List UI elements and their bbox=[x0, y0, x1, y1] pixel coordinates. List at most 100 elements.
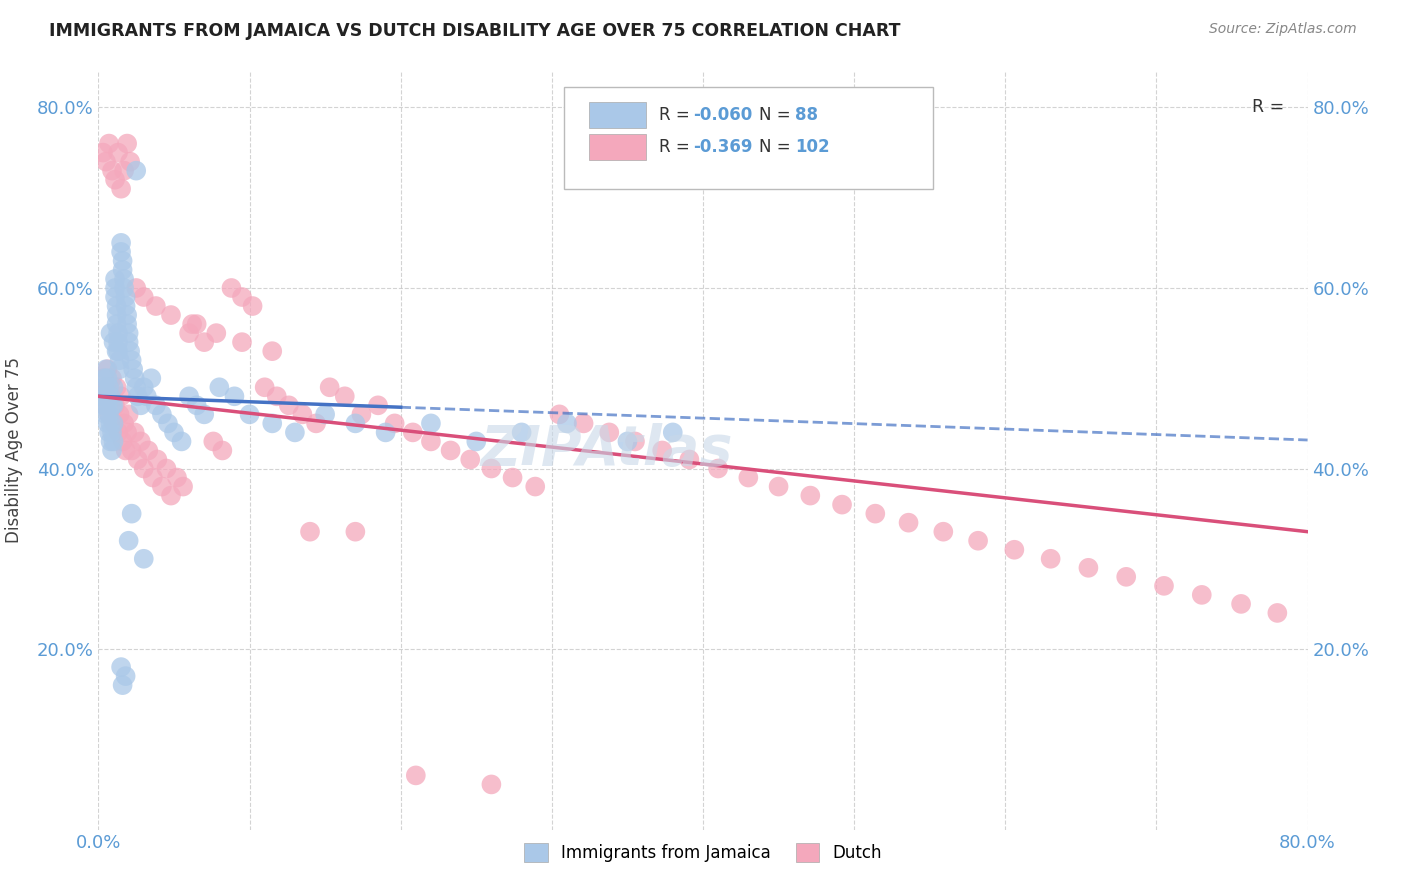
Point bbox=[624, 434, 647, 449]
Point bbox=[103, 434, 125, 449]
Point bbox=[548, 408, 571, 422]
Point bbox=[384, 417, 406, 431]
Point bbox=[402, 425, 425, 440]
Text: ZIPAtlas: ZIPAtlas bbox=[479, 424, 733, 477]
Point bbox=[121, 507, 143, 521]
Point bbox=[350, 408, 373, 422]
Point bbox=[678, 452, 700, 467]
Point bbox=[277, 398, 299, 412]
Point bbox=[105, 317, 128, 331]
Point bbox=[104, 290, 127, 304]
Point bbox=[205, 326, 228, 340]
Point bbox=[110, 235, 132, 250]
Point bbox=[96, 371, 118, 385]
Point bbox=[104, 172, 127, 186]
Point bbox=[598, 425, 620, 440]
Point bbox=[107, 425, 129, 440]
Point bbox=[103, 417, 125, 431]
Point bbox=[118, 326, 141, 340]
Point bbox=[291, 408, 314, 422]
Point bbox=[262, 344, 284, 359]
Point bbox=[107, 326, 129, 340]
Point bbox=[96, 398, 118, 412]
Point bbox=[299, 524, 322, 539]
Point bbox=[136, 443, 159, 458]
Point bbox=[768, 479, 790, 493]
Point bbox=[132, 461, 155, 475]
Point bbox=[101, 163, 124, 178]
Point bbox=[127, 389, 149, 403]
Point bbox=[104, 272, 127, 286]
Point bbox=[135, 389, 157, 403]
Point bbox=[166, 470, 188, 484]
Point bbox=[132, 290, 155, 304]
Point bbox=[93, 371, 115, 385]
Point bbox=[114, 443, 136, 458]
Point bbox=[262, 417, 284, 431]
Point bbox=[98, 380, 121, 394]
Point bbox=[524, 479, 547, 493]
Point bbox=[94, 380, 117, 394]
Point bbox=[314, 408, 336, 422]
Point bbox=[108, 362, 131, 376]
Point bbox=[145, 299, 167, 313]
Point bbox=[105, 380, 128, 394]
Point bbox=[122, 362, 145, 376]
Point bbox=[344, 524, 367, 539]
Point bbox=[172, 479, 194, 493]
Point bbox=[155, 461, 177, 475]
Point bbox=[367, 398, 389, 412]
Point bbox=[100, 326, 122, 340]
Point bbox=[1153, 579, 1175, 593]
Point bbox=[239, 408, 262, 422]
Point bbox=[127, 452, 149, 467]
Point bbox=[112, 417, 135, 431]
Point bbox=[111, 263, 134, 277]
Point bbox=[118, 335, 141, 350]
Point bbox=[145, 398, 167, 412]
Point bbox=[124, 371, 146, 385]
Point bbox=[186, 317, 208, 331]
Point bbox=[374, 425, 396, 440]
Point bbox=[125, 281, 148, 295]
Y-axis label: Disability Age Over 75: Disability Age Over 75 bbox=[4, 358, 22, 543]
Point bbox=[101, 425, 124, 440]
Point bbox=[202, 434, 225, 449]
Point bbox=[96, 417, 118, 431]
Point bbox=[98, 425, 121, 440]
Point bbox=[150, 479, 173, 493]
Point bbox=[107, 344, 129, 359]
Point bbox=[107, 335, 129, 350]
Point bbox=[104, 398, 127, 412]
Point bbox=[93, 380, 115, 394]
Point bbox=[90, 389, 112, 403]
Point bbox=[103, 398, 125, 412]
Point bbox=[100, 434, 122, 449]
Point bbox=[110, 182, 132, 196]
Point bbox=[112, 163, 135, 178]
Point bbox=[193, 408, 215, 422]
Point bbox=[94, 389, 117, 403]
Point bbox=[111, 678, 134, 692]
Point bbox=[94, 408, 117, 422]
Point bbox=[103, 335, 125, 350]
Point bbox=[108, 353, 131, 368]
Point bbox=[193, 335, 215, 350]
Point bbox=[555, 417, 578, 431]
Text: R =: R = bbox=[659, 138, 696, 156]
Point bbox=[91, 371, 114, 385]
Point bbox=[94, 362, 117, 376]
Point bbox=[831, 498, 853, 512]
Point bbox=[107, 145, 129, 160]
Point bbox=[420, 434, 443, 449]
Point bbox=[221, 281, 243, 295]
Point bbox=[333, 389, 356, 403]
Point bbox=[142, 470, 165, 484]
Point bbox=[121, 443, 143, 458]
Point bbox=[125, 380, 148, 394]
Text: -0.060: -0.060 bbox=[693, 106, 752, 124]
Text: R =: R = bbox=[1251, 98, 1289, 116]
Text: IMMIGRANTS FROM JAMAICA VS DUTCH DISABILITY AGE OVER 75 CORRELATION CHART: IMMIGRANTS FROM JAMAICA VS DUTCH DISABIL… bbox=[49, 22, 901, 40]
Point bbox=[616, 434, 638, 449]
Point bbox=[160, 308, 183, 322]
